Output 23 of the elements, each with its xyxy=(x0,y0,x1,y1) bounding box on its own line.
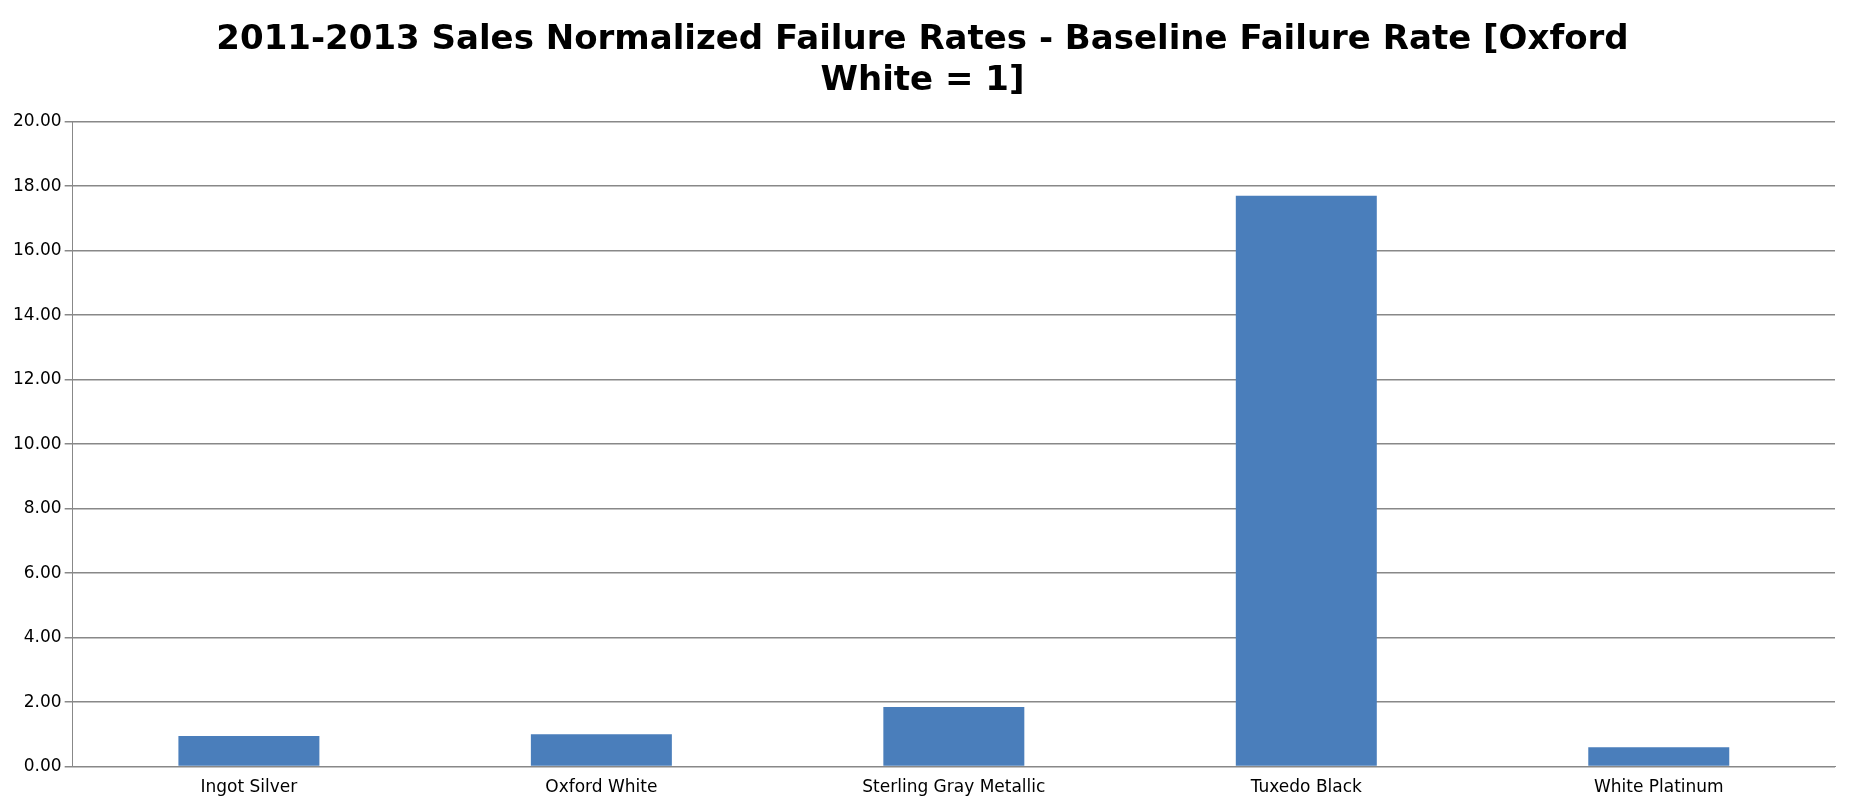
text: 2011-2013 Sales Normalized Failure Rates - Baseline Failure Rate [Oxford xyxy=(216,17,1629,58)
bar xyxy=(178,735,320,766)
x-tick-label: Ingot Silver xyxy=(200,776,298,797)
y-tick-label: 6.00 xyxy=(23,561,62,582)
x-tick-label: Tuxedo Black xyxy=(1249,776,1363,797)
y-tick-label: 0.00 xyxy=(23,755,62,776)
y-tick-label: 18.00 xyxy=(13,174,62,195)
text: White = 1] xyxy=(820,58,1025,99)
bar xyxy=(1588,747,1730,766)
y-tick-label: 16.00 xyxy=(13,239,62,260)
y-tick-label: 8.00 xyxy=(23,497,62,518)
y-tick-label: 10.00 xyxy=(13,432,62,453)
y-tick-label: 14.00 xyxy=(13,303,62,324)
x-tick-label: Oxford White xyxy=(545,776,658,797)
y-tick-label: 12.00 xyxy=(13,368,62,389)
y-tick-label: 20.00 xyxy=(13,110,62,131)
x-tick-label: White Platinum xyxy=(1593,776,1724,797)
y-tick-label: 2.00 xyxy=(23,690,62,711)
bar xyxy=(530,734,672,766)
bar xyxy=(883,706,1025,766)
x-tick-label: Sterling Gray Metallic xyxy=(862,776,1046,797)
y-tick-label: 4.00 xyxy=(23,626,62,647)
bar xyxy=(1235,195,1377,766)
